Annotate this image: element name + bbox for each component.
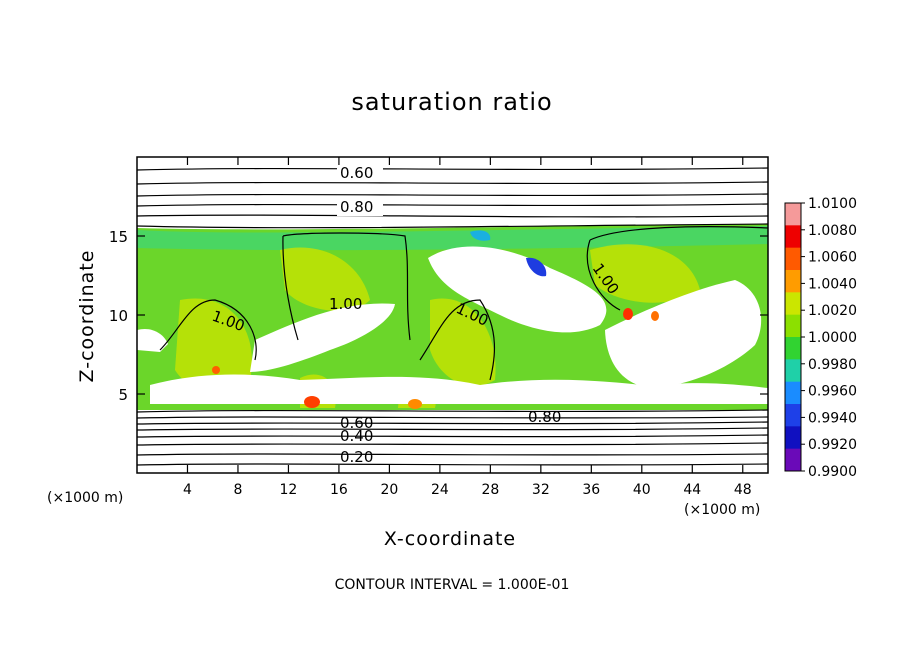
contour-label-background — [337, 198, 383, 216]
colorbar-swatch — [785, 314, 801, 338]
subsaturated-region — [150, 374, 768, 404]
x-tick-label: 32 — [532, 482, 550, 498]
colorbar-label: 1.0100 — [808, 196, 857, 212]
contour-interval-note: CONTOUR INTERVAL = 1.000E-01 — [334, 577, 570, 593]
colorbar-label: 0.9940 — [808, 410, 857, 426]
dry-pocket — [526, 257, 547, 277]
contour-label: 0.60 — [340, 164, 373, 182]
x-tick-label: 44 — [683, 482, 701, 498]
colorbar-swatch — [785, 292, 801, 316]
supersaturation-patch — [430, 298, 496, 386]
supersaturation-core — [304, 396, 320, 408]
y-axis-label: Z-coordinate — [76, 249, 98, 383]
contour-line — [137, 214, 768, 218]
colorbar-swatch — [785, 225, 801, 249]
contour-label: 0.80 — [340, 198, 373, 216]
supersaturation-core — [651, 311, 659, 321]
contour-line — [137, 167, 768, 171]
supersaturation-patch — [590, 244, 700, 303]
contour-label: 0.80 — [528, 408, 561, 426]
subsaturated-region — [605, 280, 762, 388]
contour-line — [282, 235, 299, 341]
y-tick-label: 10 — [109, 307, 128, 325]
chart-title: saturation ratio — [351, 88, 553, 116]
supersaturation-patch — [280, 247, 370, 311]
x-tick-label: 24 — [431, 482, 449, 498]
colorbar-label: 1.0080 — [808, 223, 857, 239]
x-axis-unit: (×1000 m) — [47, 490, 124, 506]
colorbar-swatch — [785, 359, 801, 383]
colorbar-swatch — [785, 448, 801, 472]
colorbar-swatch — [785, 426, 801, 450]
colorbar-label: 0.9960 — [808, 384, 857, 400]
colorbar-label: 0.9900 — [808, 464, 857, 480]
colorbar-label: 1.0020 — [808, 303, 857, 319]
colorbar-label: 0.9980 — [808, 357, 857, 373]
cloud-field — [137, 224, 768, 410]
x-tick-label: 20 — [380, 482, 398, 498]
supersaturation-core — [408, 399, 422, 409]
contour-label: 0.20 — [340, 448, 373, 466]
colorbar-swatch — [785, 404, 801, 427]
cloud-field-teal-band — [137, 226, 768, 251]
contour-line — [137, 421, 768, 425]
contour-line — [159, 299, 257, 361]
dry-pocket — [470, 230, 491, 241]
colorbar: 1.0100 1.0080 1.0060 1.0040 1.0020 1.0000 0.99… — [784, 196, 857, 480]
contour-line — [137, 409, 768, 413]
x-tick-label: 36 — [582, 482, 600, 498]
x-tick-label: 28 — [481, 482, 499, 498]
supersaturation-core — [212, 366, 220, 374]
contour-line — [282, 232, 411, 341]
y-tick-label: 5 — [118, 386, 128, 404]
subsaturated-region — [250, 303, 395, 372]
contour-line — [137, 416, 768, 419]
colorbar-swatch — [785, 247, 801, 271]
contour-line — [137, 223, 768, 229]
colorbar-label: 1.0060 — [808, 250, 857, 266]
supersaturation-core — [623, 308, 633, 320]
contour-line — [589, 226, 768, 241]
x-tick-label: 12 — [280, 482, 298, 498]
y-tick-label: 15 — [109, 228, 128, 246]
z-axis-unit: (×1000 m) — [684, 502, 761, 518]
contour-line — [137, 453, 768, 456]
contour-line — [137, 427, 768, 431]
contour-label-background — [337, 164, 383, 182]
colorbar-swatch — [785, 203, 801, 226]
contour-label: 0.60 — [340, 414, 373, 432]
contour-lines — [137, 167, 768, 466]
colorbar-label: 0.9920 — [808, 437, 857, 453]
contour-label: 1.00 — [329, 295, 362, 313]
contour-line — [137, 434, 768, 438]
colorbar-swatch — [785, 381, 801, 405]
contour-line — [137, 203, 768, 207]
x-tick-label: 4 — [183, 482, 192, 498]
x-axis-label: X-coordinate — [383, 528, 517, 550]
x-tick-label: 48 — [734, 482, 752, 498]
x-tick-label: 16 — [330, 482, 348, 498]
colorbar-swatch — [785, 337, 801, 360]
contour-line — [137, 463, 768, 466]
contour-line — [137, 442, 768, 446]
contour-line — [137, 193, 768, 197]
colorbar-label: 1.0040 — [808, 276, 857, 292]
subsaturated-region — [428, 246, 607, 333]
contour-line — [586, 239, 621, 311]
supersaturation-patch — [175, 298, 252, 393]
x-tick-label: 40 — [633, 482, 651, 498]
contour-line — [137, 181, 768, 185]
x-tick-label: 8 — [233, 482, 242, 498]
colorbar-label: 1.0000 — [808, 330, 857, 346]
subsaturated-region — [137, 328, 168, 352]
contour-label: 0.40 — [340, 427, 373, 445]
contour-line — [419, 299, 495, 381]
plot-area: 0.60 0.80 1.00 1.00 1.00 1.00 0.60 0.40 … — [137, 157, 768, 473]
colorbar-swatch — [785, 270, 801, 293]
